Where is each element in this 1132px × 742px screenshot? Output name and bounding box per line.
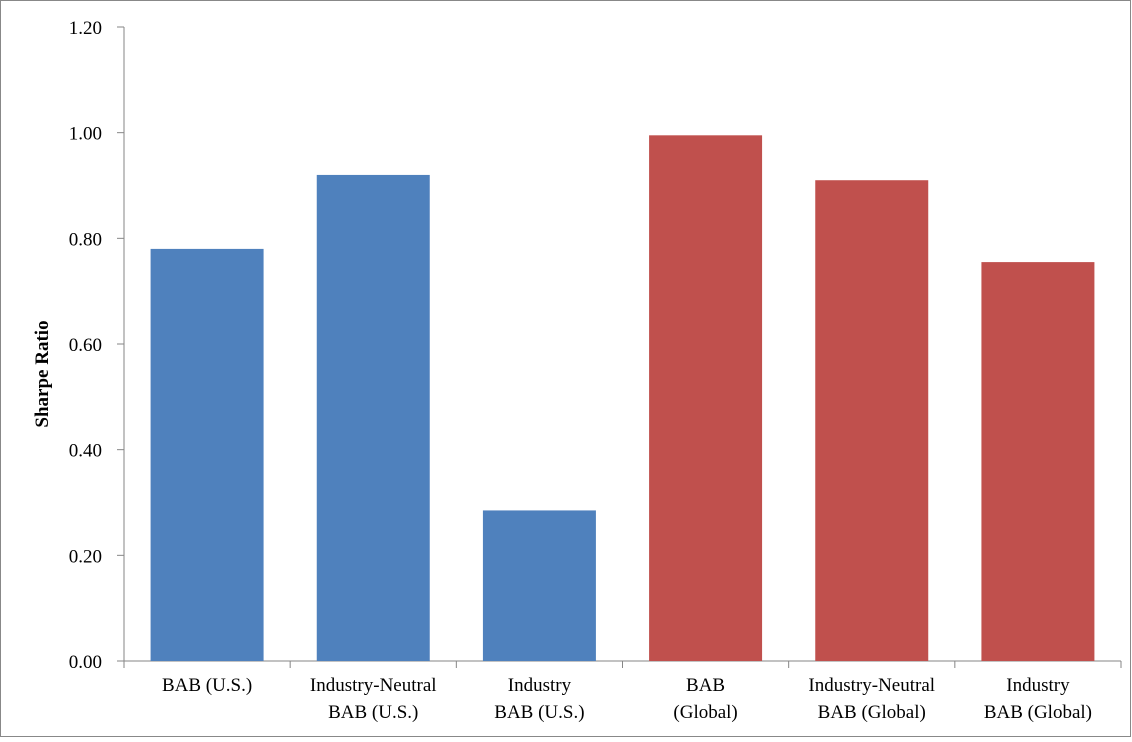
- x-category-label-line: Industry: [508, 675, 572, 696]
- x-category-label: Industry-Neutral BAB (U.S.): [310, 675, 437, 723]
- bar: [649, 135, 763, 661]
- x-axis: BAB (U.S.) Industry-Neutral BAB (U.S.)Indu…: [123, 660, 1122, 723]
- x-category-label-line: BAB (U.S.): [162, 675, 252, 696]
- y-tick-label: 0.60: [69, 335, 102, 356]
- y-axis: 0.00 0.20 0.40 0.60 0.80 1.00 1.20: [69, 18, 125, 673]
- y-tick-label: 0.80: [69, 229, 102, 250]
- x-category-label-line: BAB: [686, 675, 725, 696]
- x-category-label: Industry-Neutral BAB (Global): [808, 675, 935, 723]
- y-tick-label: 0.00: [69, 652, 102, 673]
- y-axis-label: Sharpe Ratio: [32, 320, 53, 427]
- bar: [150, 248, 264, 661]
- x-category-label-line: (Global): [673, 702, 737, 723]
- x-category-label: Industry BAB (Global): [984, 675, 1092, 723]
- x-category-label: Industry BAB (U.S.): [494, 675, 584, 723]
- y-tick-label: 1.20: [69, 18, 102, 39]
- x-category-label-line: Industry: [1006, 675, 1070, 696]
- x-category-label-line: Industry-Neutral: [310, 675, 437, 696]
- y-tick-label: 0.20: [69, 546, 102, 567]
- y-tick-label: 0.40: [69, 441, 102, 462]
- bar: [316, 174, 430, 661]
- bar: [815, 180, 929, 661]
- x-category-label-line: Industry-Neutral: [808, 675, 935, 696]
- x-category-label: BAB (U.S.): [162, 675, 252, 696]
- bars: [150, 135, 1095, 661]
- x-category-label-line: BAB (Global): [818, 702, 926, 723]
- y-tick-label: 1.00: [69, 124, 102, 145]
- x-category-label-line: BAB (U.S.): [494, 702, 584, 723]
- x-category-label: BAB (Global): [673, 675, 737, 723]
- bar: [981, 262, 1095, 661]
- x-category-label-line: BAB (U.S.): [328, 702, 418, 723]
- x-category-label-line: BAB (Global): [984, 702, 1092, 723]
- bar: [482, 510, 596, 661]
